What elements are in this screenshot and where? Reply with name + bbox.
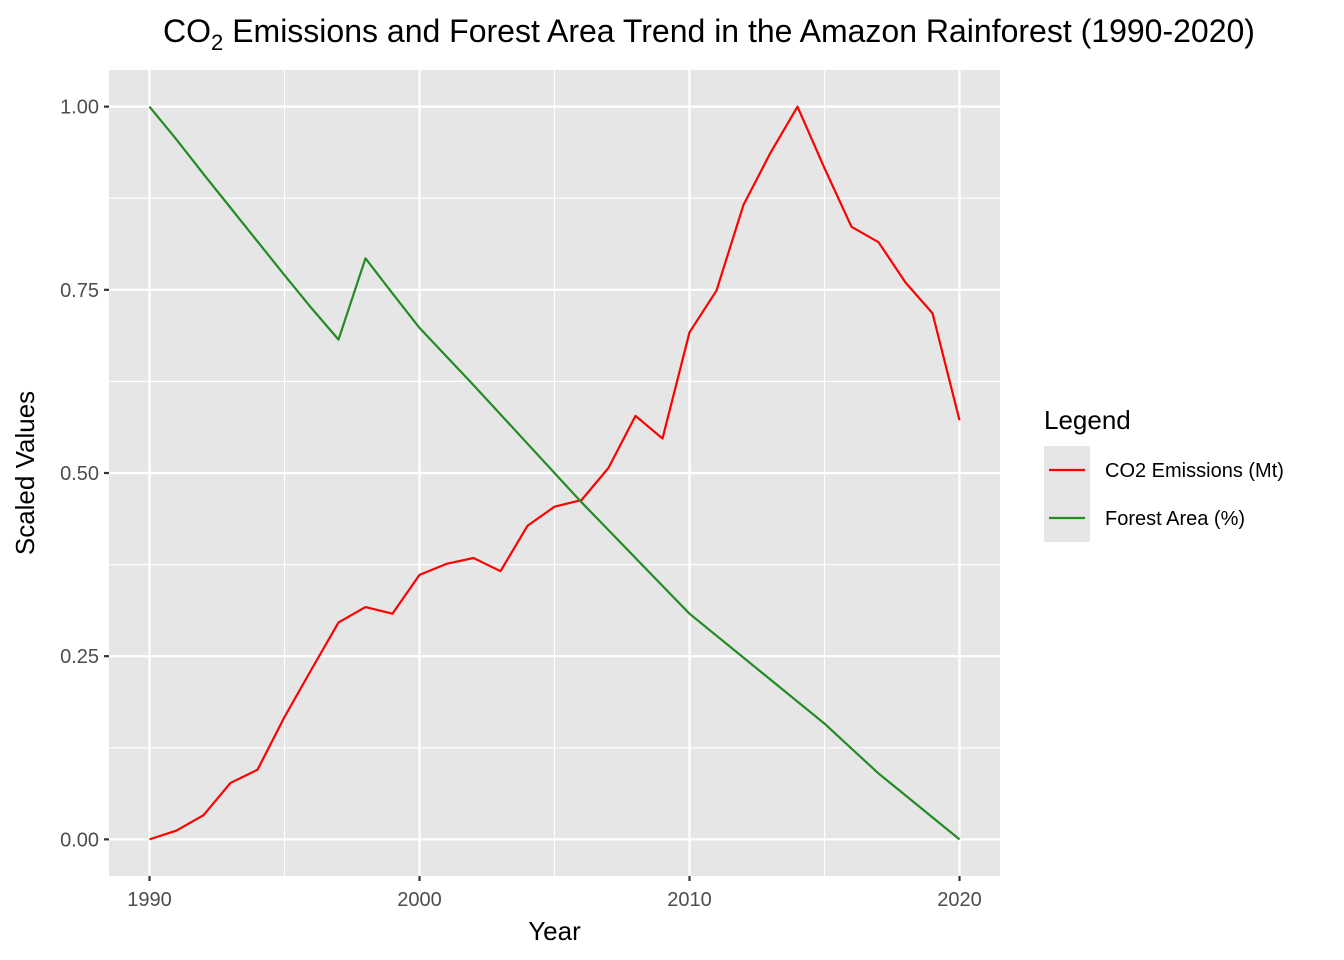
y-tick-label: 0.75 bbox=[60, 280, 99, 302]
chart-title: CO2 Emissions and Forest Area Trend in t… bbox=[163, 13, 1255, 55]
legend-label: CO2 Emissions (Mt) bbox=[1105, 460, 1284, 482]
x-tick-label: 1990 bbox=[127, 889, 172, 911]
x-tick-label: 2020 bbox=[937, 889, 982, 911]
series-lines bbox=[148, 105, 961, 841]
series-line-1 bbox=[149, 105, 961, 841]
x-axis-title: Year bbox=[528, 916, 581, 946]
y-tick-label: 1.00 bbox=[60, 97, 99, 119]
series-line-2 bbox=[148, 105, 961, 841]
x-axis: 1990 2000 2010 2020 bbox=[127, 876, 982, 911]
y-axis: 0.00 0.25 0.50 0.75 1.00 bbox=[60, 97, 109, 851]
y-tick-label: 0.50 bbox=[60, 463, 99, 485]
y-axis-title: Scaled Values bbox=[10, 391, 40, 555]
legend: Legend CO2 Emissions (Mt) Forest Area (%) bbox=[1044, 405, 1284, 542]
y-tick-label: 0.25 bbox=[60, 646, 99, 668]
x-tick-label: 2010 bbox=[667, 889, 712, 911]
legend-title: Legend bbox=[1044, 405, 1131, 435]
legend-label: Forest Area (%) bbox=[1105, 508, 1245, 530]
x-tick-label: 2000 bbox=[397, 889, 442, 911]
y-tick-label: 0.00 bbox=[60, 829, 99, 851]
